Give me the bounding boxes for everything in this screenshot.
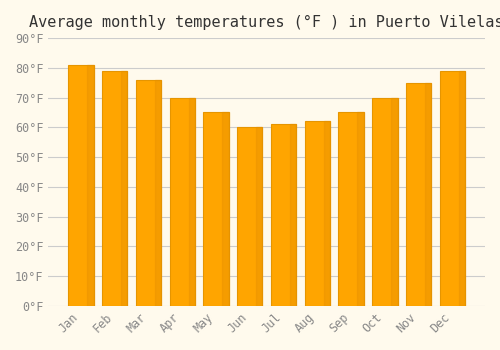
- Bar: [256, 127, 262, 306]
- Bar: [338, 112, 364, 306]
- Bar: [68, 65, 94, 306]
- Bar: [406, 83, 431, 306]
- Bar: [324, 121, 330, 306]
- Bar: [136, 80, 161, 306]
- Bar: [204, 112, 229, 306]
- Bar: [121, 71, 128, 306]
- Bar: [304, 121, 330, 306]
- Bar: [392, 98, 398, 306]
- Bar: [87, 65, 94, 306]
- Bar: [358, 112, 364, 306]
- Bar: [440, 71, 465, 306]
- Bar: [459, 71, 465, 306]
- Title: Average monthly temperatures (°F ) in Puerto Vilelas: Average monthly temperatures (°F ) in Pu…: [30, 15, 500, 30]
- Bar: [102, 71, 128, 306]
- Bar: [155, 80, 161, 306]
- Bar: [170, 98, 195, 306]
- Bar: [222, 112, 228, 306]
- Bar: [425, 83, 432, 306]
- Bar: [237, 127, 262, 306]
- Bar: [290, 124, 296, 306]
- Bar: [188, 98, 195, 306]
- Bar: [372, 98, 398, 306]
- Bar: [271, 124, 296, 306]
